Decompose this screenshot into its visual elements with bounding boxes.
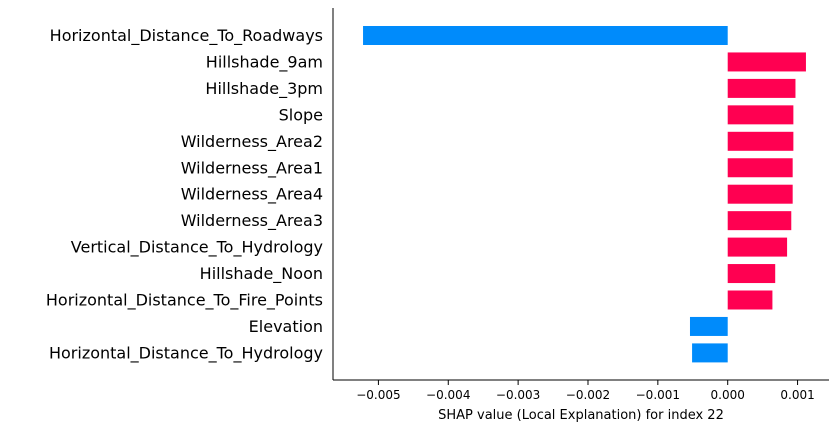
category-label: Horizontal_Distance_To_Hydrology bbox=[49, 343, 323, 363]
x-tick-label: −0.003 bbox=[496, 388, 540, 402]
bars-group bbox=[363, 26, 806, 363]
bar-horizontal-distance-to-hydrology bbox=[692, 343, 728, 363]
x-tick-label: 0.001 bbox=[780, 388, 814, 402]
bar-hillshade-3pm bbox=[727, 78, 796, 98]
category-label: Wilderness_Area4 bbox=[181, 185, 323, 205]
category-label: Slope bbox=[279, 105, 323, 124]
bar-slope bbox=[727, 105, 794, 125]
bar-elevation bbox=[689, 316, 728, 336]
bar-wilderness-area2 bbox=[727, 131, 794, 151]
category-label: Wilderness_Area1 bbox=[181, 158, 323, 178]
x-tick-label: −0.002 bbox=[566, 388, 610, 402]
category-label: Wilderness_Area3 bbox=[181, 211, 323, 231]
category-label: Elevation bbox=[249, 317, 323, 336]
category-label: Hillshade_9am bbox=[206, 52, 323, 72]
x-tick-label: −0.004 bbox=[426, 388, 470, 402]
x-tick-label: 0.000 bbox=[711, 388, 745, 402]
category-label: Hillshade_3pm bbox=[205, 79, 323, 99]
bar-vertical-distance-to-hydrology bbox=[727, 237, 788, 257]
category-label: Vertical_Distance_To_Hydrology bbox=[71, 238, 323, 258]
bar-wilderness-area1 bbox=[727, 158, 793, 178]
x-tick-label: −0.005 bbox=[356, 388, 400, 402]
bar-horizontal-distance-to-fire-points bbox=[727, 290, 773, 310]
category-label: Hillshade_Noon bbox=[200, 264, 323, 284]
category-label: Horizontal_Distance_To_Fire_Points bbox=[46, 291, 323, 311]
bar-horizontal-distance-to-roadways bbox=[363, 26, 728, 45]
x-tick-label: −0.001 bbox=[636, 388, 680, 402]
category-label: Horizontal_Distance_To_Roadways bbox=[50, 26, 323, 46]
bar-hillshade-noon bbox=[727, 264, 776, 284]
x-ticks: −0.005 −0.004 −0.003 −0.002 −0.001 0.000 0.001 bbox=[356, 380, 815, 402]
x-axis-title: SHAP value (Local Explanation) for index… bbox=[438, 408, 724, 423]
bar-wilderness-area3 bbox=[727, 211, 792, 231]
category-labels: Horizontal_Distance_To_Roadways Hillshade… bbox=[46, 26, 323, 363]
category-label: Wilderness_Area2 bbox=[181, 132, 323, 152]
bar-wilderness-area4 bbox=[727, 184, 793, 204]
bar-hillshade-9am bbox=[727, 52, 806, 72]
